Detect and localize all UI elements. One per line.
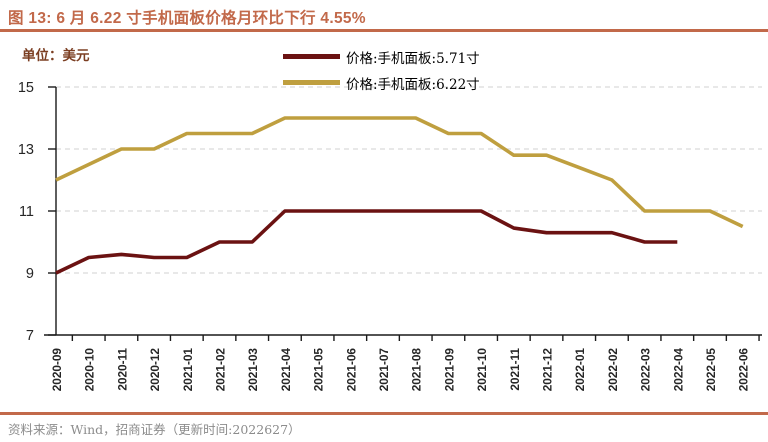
legend-label-5-71: 价格:手机面板:5.71寸 <box>346 50 480 67</box>
x-tick-label: 2021-02 <box>214 348 228 392</box>
x-tick-label: 2020-11 <box>115 348 129 391</box>
unit-label: 单位：美元 <box>22 48 90 64</box>
x-tick-label: 2021-03 <box>246 348 260 392</box>
x-tick-label: 2021-10 <box>475 348 489 392</box>
figure-title-bar: 图 13: 6 月 6.22 寸手机面板价格月环比下行 4.55% <box>0 0 768 32</box>
svg-text:9: 9 <box>26 266 34 282</box>
x-tick-label: 2021-05 <box>312 348 326 392</box>
legend-label-6-22: 价格:手机面板:6.22寸 <box>346 76 480 93</box>
series-line-6-22 <box>55 116 744 229</box>
svg-text:13: 13 <box>18 142 34 158</box>
svg-text:7: 7 <box>26 328 34 344</box>
x-tick-label: 2020-09 <box>50 348 64 392</box>
x-tick-label: 2021-04 <box>279 348 293 392</box>
x-tick-label: 2021-06 <box>344 348 358 392</box>
figure-title: 图 13: 6 月 6.22 寸手机面板价格月环比下行 4.55% <box>8 10 366 27</box>
x-tick-label: 2021-01 <box>181 348 195 392</box>
x-tick-label: 2022-01 <box>573 348 587 392</box>
x-tick-label: 2021-11 <box>508 348 522 391</box>
x-tick-label: 2021-12 <box>541 348 555 392</box>
legend-line-swatch-6-22 <box>283 80 340 85</box>
x-tick-label: 2022-05 <box>704 348 718 392</box>
footer-rule <box>0 412 768 415</box>
x-tick-label: 2021-08 <box>410 348 424 392</box>
svg-text:15: 15 <box>18 80 34 96</box>
svg-text:11: 11 <box>19 204 34 220</box>
title-underline <box>0 29 768 32</box>
x-tick-label: 2022-06 <box>737 348 751 392</box>
legend-line-swatch-5-71 <box>283 54 340 59</box>
x-tick-label: 2021-07 <box>377 348 391 392</box>
source-note: 资料来源：Wind，招商证券（更新时间:2022627） <box>8 422 301 437</box>
series-line-5-71 <box>55 209 678 275</box>
x-tick-label: 2021-09 <box>442 348 456 392</box>
x-tick-label: 2020-10 <box>83 348 97 392</box>
chart-legend: 价格:手机面板:5.71寸 价格:手机面板:6.22寸 <box>283 46 480 93</box>
legend-item-6-22: 价格:手机面板:6.22寸 <box>283 72 480 93</box>
legend-item-5-71: 价格:手机面板:5.71寸 <box>283 46 480 67</box>
x-tick-label: 2020-12 <box>148 348 162 392</box>
x-tick-label: 2022-04 <box>671 348 685 392</box>
x-tick-label: 2022-02 <box>606 348 620 392</box>
x-tick-label: 2022-03 <box>639 348 653 392</box>
